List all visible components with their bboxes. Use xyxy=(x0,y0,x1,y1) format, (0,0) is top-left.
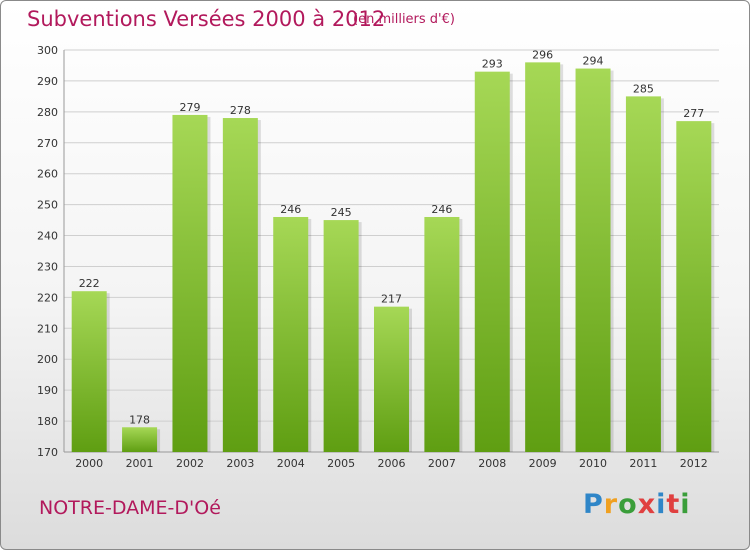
bar xyxy=(676,121,712,452)
x-tick-label: 2009 xyxy=(529,457,557,470)
bar-value-label: 246 xyxy=(431,203,452,216)
y-tick-label: 300 xyxy=(37,44,58,57)
x-tick-label: 2012 xyxy=(680,457,708,470)
bar-value-label: 277 xyxy=(683,107,704,120)
x-tick-label: 2006 xyxy=(378,457,406,470)
place-name: NOTRE-DAME-D'Oé xyxy=(39,497,221,519)
bar-value-label: 279 xyxy=(179,101,200,114)
y-tick-label: 230 xyxy=(37,260,58,273)
y-tick-label: 220 xyxy=(37,291,58,304)
logo-letter: i xyxy=(656,489,667,520)
bar xyxy=(525,62,561,452)
bar xyxy=(374,306,409,452)
bar xyxy=(625,96,661,452)
bar-value-label: 178 xyxy=(129,413,150,426)
y-tick-label: 240 xyxy=(37,230,58,243)
bar xyxy=(424,216,460,452)
logo-letter: P xyxy=(583,489,604,520)
x-tick-label: 2000 xyxy=(75,457,103,470)
logo-letter: x xyxy=(637,489,657,520)
y-tick-label: 190 xyxy=(37,384,58,397)
x-tick-label: 2008 xyxy=(478,457,506,470)
y-tick-label: 270 xyxy=(37,137,58,150)
bar-value-label: 285 xyxy=(633,82,654,95)
y-tick-label: 210 xyxy=(37,322,58,335)
x-tick-label: 2007 xyxy=(428,457,456,470)
x-tick-label: 2010 xyxy=(579,457,607,470)
bar xyxy=(273,216,309,452)
bar-value-label: 296 xyxy=(532,48,553,61)
logo-letter: r xyxy=(603,489,619,520)
bar xyxy=(323,220,359,452)
x-tick-label: 2001 xyxy=(126,457,154,470)
chart-unit: (en milliers d'€) xyxy=(353,12,455,27)
x-tick-label: 2011 xyxy=(629,457,657,470)
bar-value-label: 222 xyxy=(79,277,100,290)
bar xyxy=(222,118,258,453)
y-tick-label: 280 xyxy=(37,106,58,119)
bar-value-label: 294 xyxy=(583,55,604,68)
proxiti-logo: Proxiti xyxy=(583,489,691,520)
bar-value-label: 245 xyxy=(331,206,352,219)
bar-value-label: 217 xyxy=(381,293,402,306)
chart-title: Subventions Versées 2000 à 2012 xyxy=(27,7,386,31)
x-tick-label: 2005 xyxy=(327,457,355,470)
bar xyxy=(575,68,611,453)
bar xyxy=(71,291,107,452)
logo-letter: i xyxy=(680,489,691,520)
x-tick-label: 2003 xyxy=(226,457,254,470)
bar-value-label: 278 xyxy=(230,104,251,117)
y-tick-label: 180 xyxy=(37,415,58,428)
y-tick-label: 290 xyxy=(37,75,58,88)
y-tick-label: 200 xyxy=(37,353,58,366)
x-tick-label: 2004 xyxy=(277,457,305,470)
x-tick-label: 2002 xyxy=(176,457,204,470)
logo-letter: o xyxy=(618,489,638,520)
bar xyxy=(172,114,208,452)
y-tick-label: 260 xyxy=(37,168,58,181)
y-tick-label: 250 xyxy=(37,199,58,212)
bar-value-label: 246 xyxy=(280,203,301,216)
bar xyxy=(474,71,510,453)
logo-letter: t xyxy=(666,489,681,520)
y-tick-label: 170 xyxy=(37,446,58,459)
bar xyxy=(122,427,158,452)
bar-value-label: 293 xyxy=(482,58,503,71)
